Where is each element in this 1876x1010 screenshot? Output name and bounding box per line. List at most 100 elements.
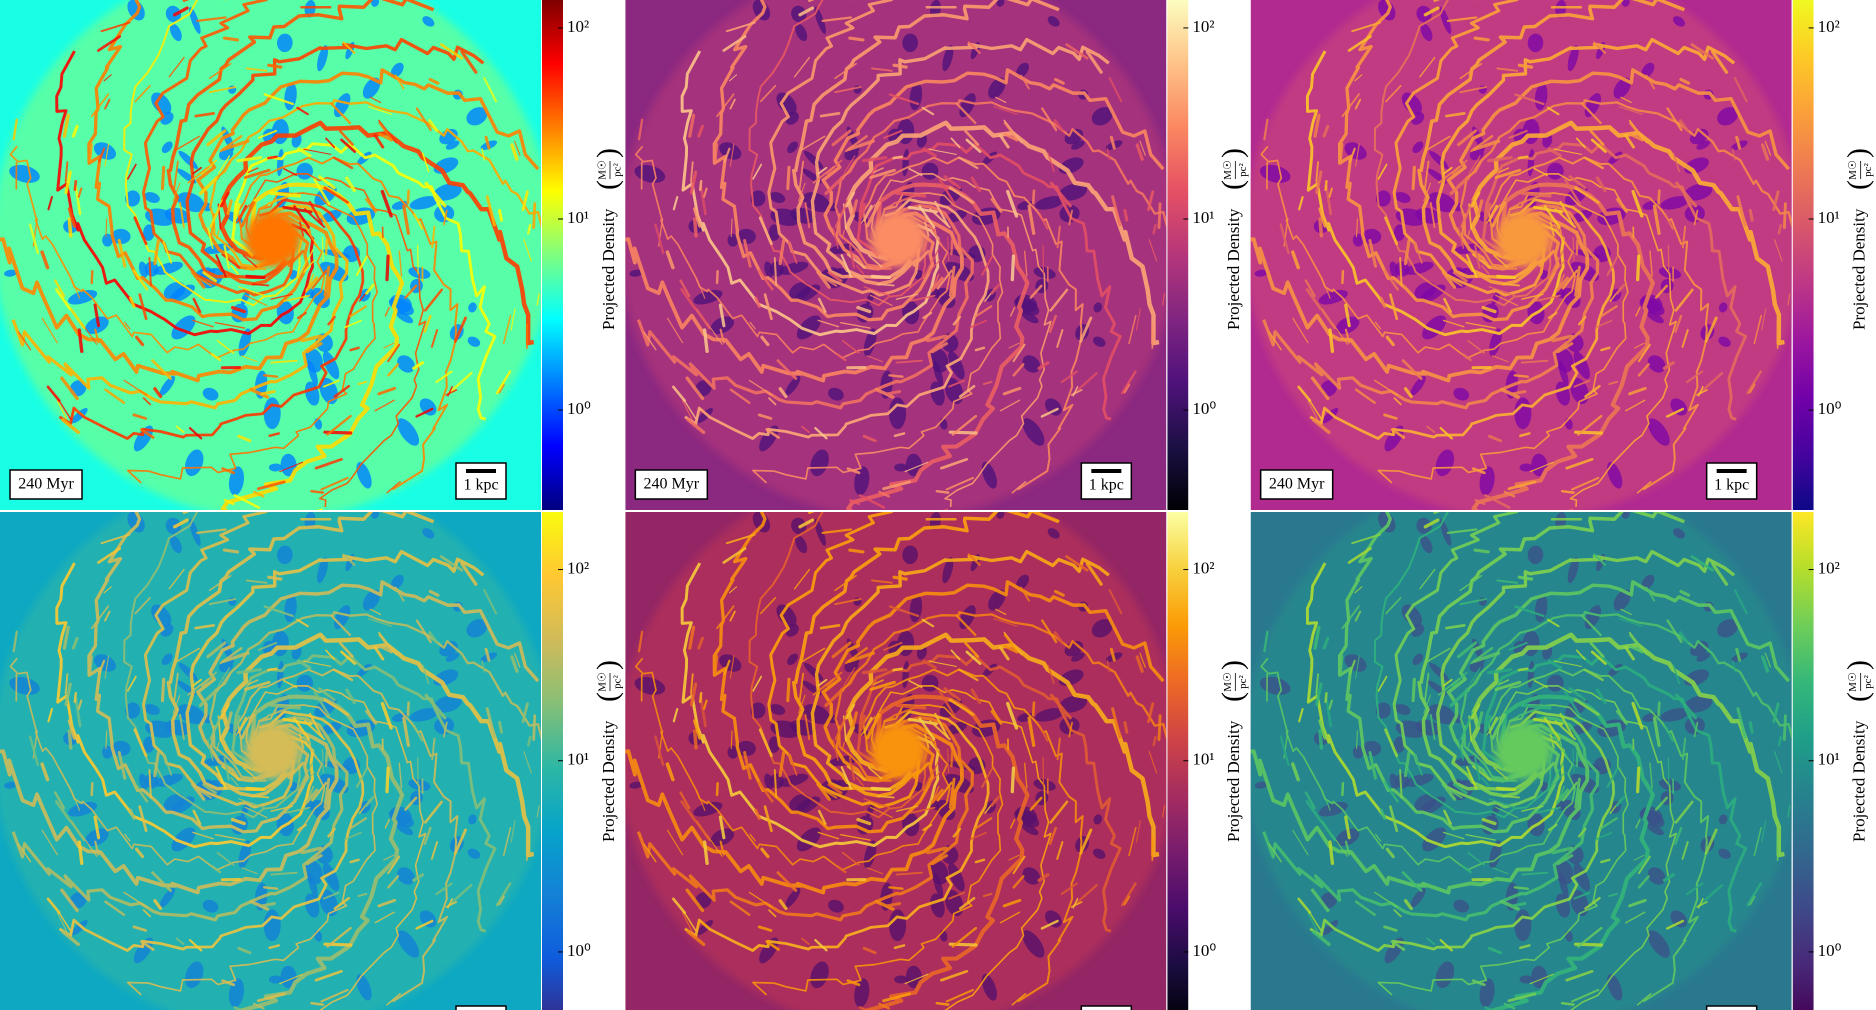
filament	[377, 898, 397, 908]
filament	[88, 142, 93, 163]
filament	[196, 16, 227, 23]
void	[810, 449, 829, 477]
filament	[974, 858, 986, 864]
filament	[702, 328, 709, 354]
filament	[1519, 944, 1531, 950]
filament	[1073, 371, 1098, 395]
filament	[1438, 165, 1461, 184]
filament	[1495, 294, 1519, 307]
void	[1071, 140, 1085, 150]
filament	[62, 113, 70, 138]
filament	[1491, 713, 1507, 740]
void	[768, 736, 780, 753]
filament	[162, 752, 173, 776]
filament	[412, 873, 425, 882]
filament	[1697, 386, 1704, 397]
filament	[1347, 547, 1372, 564]
filament	[1123, 720, 1129, 734]
filament	[1374, 379, 1399, 396]
spiral-arm	[1392, 0, 1546, 297]
void	[276, 545, 293, 565]
filament	[187, 165, 210, 184]
filament	[439, 555, 464, 572]
filament	[1315, 682, 1323, 707]
void	[1531, 965, 1548, 989]
filament	[888, 374, 904, 378]
time-label: 240 Myr	[644, 476, 700, 493]
filament	[955, 614, 977, 637]
filament	[245, 67, 268, 72]
filament	[1686, 882, 1704, 896]
filament	[241, 867, 258, 875]
filament	[1693, 209, 1699, 226]
filament	[874, 899, 895, 911]
filament	[55, 288, 72, 310]
void	[1092, 336, 1106, 347]
filament	[840, 254, 853, 278]
void	[317, 45, 329, 72]
void	[1321, 408, 1339, 424]
void	[902, 33, 919, 53]
filament	[947, 236, 950, 262]
filament	[943, 687, 962, 702]
filament	[848, 756, 856, 781]
filament	[223, 498, 235, 506]
filament	[1459, 598, 1487, 606]
filament	[934, 200, 949, 226]
filament	[245, 274, 266, 280]
filament	[46, 385, 61, 402]
filament	[242, 766, 258, 780]
filament	[249, 899, 270, 911]
filament	[378, 119, 397, 144]
filament	[324, 238, 328, 256]
filament	[1496, 67, 1519, 72]
filament	[928, 660, 957, 667]
filament	[1736, 195, 1747, 227]
colorbar-tick-label: 10²	[567, 558, 589, 577]
filament	[269, 703, 301, 710]
void	[419, 910, 437, 928]
filament	[716, 93, 735, 118]
filament	[827, 783, 843, 795]
filament	[1600, 346, 1611, 352]
filament	[982, 380, 993, 386]
filament	[151, 871, 172, 892]
filament	[933, 760, 939, 772]
void	[1684, 695, 1713, 713]
void	[1717, 107, 1738, 126]
filament	[221, 651, 250, 663]
core	[1495, 723, 1552, 779]
filament	[778, 387, 788, 399]
filament	[340, 138, 357, 153]
void	[1660, 708, 1690, 722]
filament	[719, 328, 725, 344]
filament	[311, 269, 328, 290]
filament	[718, 303, 726, 328]
filament	[260, 390, 276, 396]
filament	[1344, 840, 1351, 856]
filament	[1354, 74, 1363, 82]
filament	[1514, 93, 1545, 106]
filament	[298, 733, 305, 749]
filament	[929, 208, 951, 229]
filament	[948, 379, 965, 388]
filament	[387, 855, 401, 875]
filament	[447, 883, 473, 907]
filament	[1456, 641, 1478, 659]
void	[828, 899, 844, 913]
filament	[386, 481, 401, 494]
filament	[955, 102, 977, 125]
filament	[1031, 189, 1036, 205]
filament	[64, 682, 72, 707]
filament	[1079, 828, 1093, 855]
filament	[1681, 737, 1687, 761]
void	[1401, 92, 1422, 115]
filament	[1068, 721, 1073, 738]
filament	[1322, 124, 1330, 138]
filament	[749, 321, 756, 330]
filament	[208, 598, 237, 606]
void	[125, 190, 141, 207]
filament	[990, 709, 1003, 725]
filament	[192, 678, 202, 687]
colorbar-tick-label: 10²	[1192, 17, 1214, 36]
